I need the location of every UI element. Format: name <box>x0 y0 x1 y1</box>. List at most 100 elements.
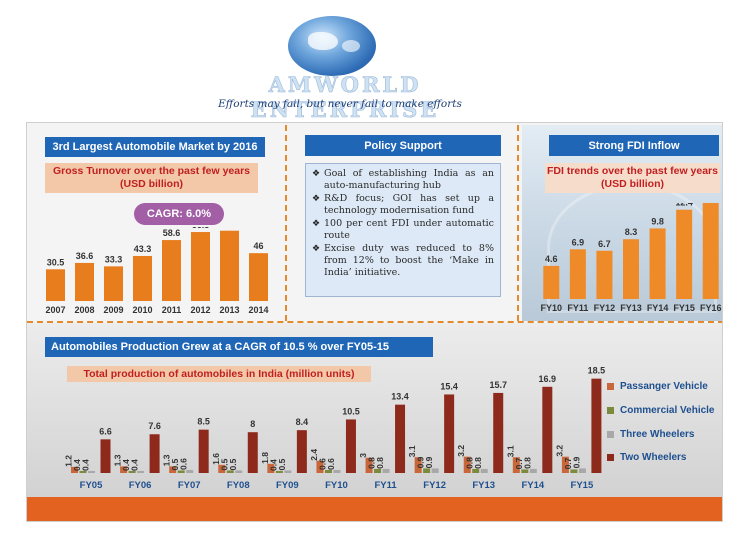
chart-bar <box>596 250 613 299</box>
chart-bar <box>249 253 268 301</box>
bar-value-label: 0.5 <box>228 458 238 470</box>
chart-bar <box>472 468 480 473</box>
infographic-panel: 3rd Largest Automobile Market by 2016 Gr… <box>26 122 723 522</box>
bar-value-label: 3.2 <box>456 445 466 457</box>
bar-value-label: 33.3 <box>105 254 123 264</box>
bar-value-label: 30.5 <box>47 257 65 267</box>
chart-bar <box>88 470 95 473</box>
diamond-bullet-icon: ❖ <box>312 169 321 179</box>
policy-title: Policy Support <box>305 135 501 156</box>
bar-value-label: 4.6 <box>545 254 558 264</box>
bar-value-label: 58.6 <box>163 228 181 238</box>
chart-bar <box>591 378 602 473</box>
bar-value-label: 0.8 <box>522 457 532 469</box>
chart-bar <box>414 457 422 473</box>
fdi-title: Strong FDI Inflow <box>549 135 719 156</box>
x-tick-label: FY10 <box>325 480 348 491</box>
chart-bar <box>198 429 209 473</box>
bar-value-label: 1.3 <box>162 454 172 466</box>
x-tick-label: FY09 <box>276 480 299 491</box>
bar-value-label: 0.5 <box>219 458 229 470</box>
globe-land-shape-2 <box>342 40 360 52</box>
production-bar-chart: 1.20.40.46.6FY051.30.40.47.6FY061.30.50.… <box>64 367 606 491</box>
bar-value-label: 7.6 <box>148 421 161 431</box>
divider-horizontal <box>27 321 722 323</box>
chart-bar <box>296 430 307 473</box>
tagline: Efforts may fail, but never fail to make… <box>218 98 462 110</box>
chart-bar <box>324 469 332 473</box>
chart-bar <box>162 240 181 301</box>
bar-value-label: 0.5 <box>277 458 287 470</box>
chart-bar <box>191 232 210 301</box>
bar-value-label: 1.2 <box>64 455 74 467</box>
bar-value-label: 0.9 <box>424 456 434 468</box>
globe-land-shape <box>308 32 338 50</box>
bar-value-label: 0.5 <box>170 458 180 470</box>
chart-bar <box>512 457 520 473</box>
chart-bar <box>71 466 78 473</box>
bar-value-label: 3.1 <box>407 445 417 457</box>
chart-bar <box>569 249 586 299</box>
chart-bar <box>423 468 431 473</box>
chart-bar <box>79 470 87 473</box>
x-tick-label: FY14 <box>521 480 544 491</box>
bar-value-label: 8 <box>250 419 255 429</box>
bar-value-label: 1.8 <box>260 452 270 464</box>
legend-item-commercial: Commercial Vehicle <box>607 403 715 417</box>
bar-value-label: 43.3 <box>134 244 152 254</box>
chart-bar <box>444 394 455 473</box>
x-tick-label: FY05 <box>80 480 103 491</box>
x-tick-label: FY11 <box>374 480 397 491</box>
market-subtitle: Gross Turnover over the past few years (… <box>45 163 258 193</box>
divider-right <box>517 125 519 321</box>
bar-value-label: 66.3 <box>192 227 210 230</box>
market-subtitle-line1: Gross Turnover over the past few years <box>52 165 251 177</box>
chart-bar <box>570 469 578 473</box>
legend-swatch <box>607 430 614 438</box>
chart-bar <box>521 469 529 473</box>
bar-value-label: 2.4 <box>309 449 319 461</box>
chart-bar <box>186 469 194 473</box>
bar-value-label: 10.5 <box>342 406 360 416</box>
bar-value-label: 15.4 <box>440 381 458 391</box>
chart-bar <box>177 470 185 473</box>
chart-bar <box>345 419 356 473</box>
chart-bar <box>374 468 382 473</box>
fdi-subtitle-line1: FDI trends over the past few years <box>547 165 718 177</box>
bar-value-label: 36.6 <box>76 251 94 261</box>
bar-value-label: 0.7 <box>563 457 573 469</box>
cagr-badge: CAGR: 6.0% <box>134 203 224 225</box>
bar-value-label: 0.4 <box>121 459 131 471</box>
chart-bar <box>382 468 390 473</box>
x-tick-label: FY11 <box>567 303 588 313</box>
chart-bar <box>561 456 569 473</box>
bar-value-label: 9.8 <box>651 216 664 226</box>
x-tick-label: 2013 <box>219 305 239 315</box>
x-tick-label: FY08 <box>227 480 250 491</box>
bar-value-label: 1.3 <box>113 454 123 466</box>
diamond-bullet-icon: ❖ <box>312 244 321 254</box>
chart-bar <box>529 468 537 473</box>
bar-value-label: 0.6 <box>179 458 189 470</box>
chart-bar <box>75 262 94 301</box>
chart-bar <box>149 434 160 473</box>
x-tick-label: FY15 <box>571 480 594 491</box>
legend-label: Two Wheelers <box>620 451 687 463</box>
x-tick-label: FY07 <box>178 480 201 491</box>
bar-value-label: 0.4 <box>81 459 91 471</box>
bar-value-label: 0.4 <box>72 459 82 471</box>
chart-bar <box>316 460 324 473</box>
fdi-subtitle-line2: (USD billion) <box>601 178 664 190</box>
policy-item: ❖ R&D focus; GOI has set up a technology … <box>312 193 494 216</box>
chart-bar <box>133 255 152 301</box>
bar-value-label: 0.4 <box>268 459 278 471</box>
bar-value-label: 6.9 <box>572 237 585 247</box>
bar-value-label: 0.8 <box>367 457 377 469</box>
chart-bar <box>480 468 488 473</box>
market-subtitle-line2: (USD billion) <box>120 178 183 190</box>
bar-value-label: 6.7 <box>598 239 611 249</box>
legend-item-three-wheelers: Three Wheelers <box>607 427 694 441</box>
chart-bar <box>333 469 341 473</box>
x-tick-label: FY13 <box>472 480 495 491</box>
x-tick-label: 2009 <box>103 305 123 315</box>
